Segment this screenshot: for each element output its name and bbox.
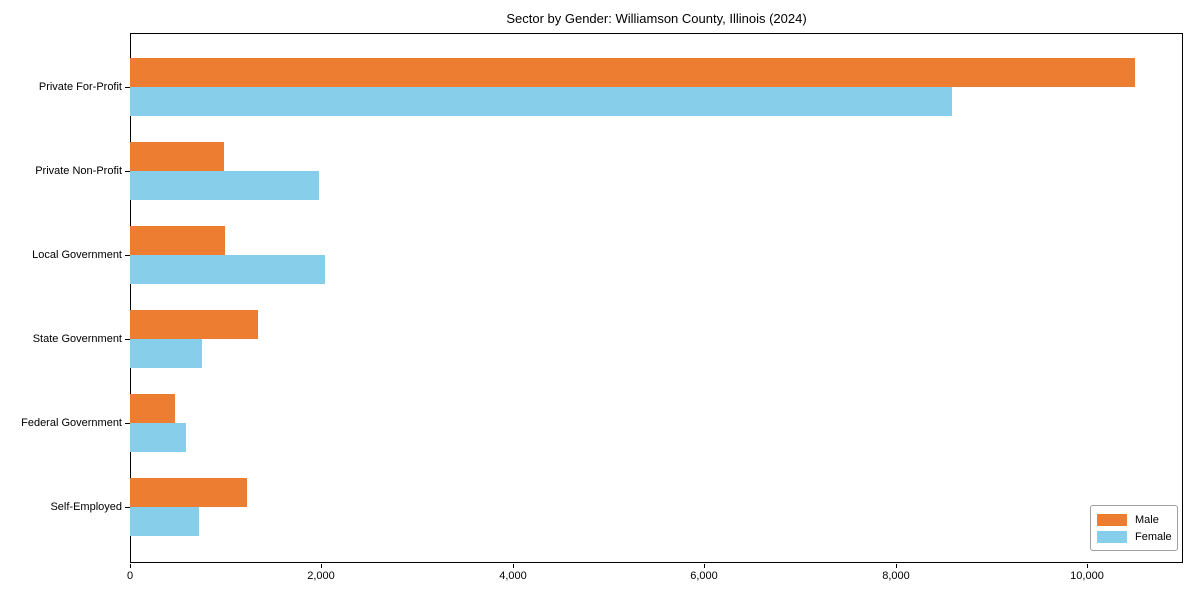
y-label-0: Private For-Profit (38, 81, 122, 93)
y-tick-3 (125, 339, 130, 340)
bar-female-5 (130, 507, 199, 536)
bar-female-0 (130, 87, 952, 116)
x-tick-5 (1087, 564, 1088, 568)
x-tick-1 (321, 564, 322, 568)
y-tick-2 (125, 255, 130, 256)
x-tick-3 (704, 564, 705, 568)
bar-male-3 (130, 310, 258, 339)
x-label-2: 4,000 (499, 570, 527, 582)
y-label-3: State Government (32, 333, 122, 345)
y-tick-5 (125, 507, 130, 508)
y-tick-4 (125, 423, 130, 424)
male-legend-swatch (1097, 513, 1127, 526)
x-tick-0 (130, 564, 131, 568)
x-label-4: 8,000 (882, 570, 910, 582)
x-label-0: 0 (126, 570, 134, 582)
chart-title: Sector by Gender: Williamson County, Ill… (506, 11, 807, 26)
female-legend-label: Female (1135, 530, 1172, 543)
bar-female-2 (130, 255, 325, 284)
bar-male-2 (130, 226, 225, 255)
x-tick-4 (896, 564, 897, 568)
legend-entry-female: Female (1097, 528, 1172, 545)
y-label-5: Self-Employed (50, 501, 122, 513)
bar-male-5 (130, 478, 247, 507)
bar-female-1 (130, 171, 319, 200)
legend-entry-male: Male (1097, 511, 1171, 528)
y-label-2: Local Government (32, 249, 122, 261)
y-label-1: Private Non-Profit (35, 165, 122, 177)
legend: Male Female (1090, 505, 1178, 551)
x-label-1: 2,000 (307, 570, 335, 582)
bar-female-3 (130, 339, 202, 368)
bar-male-1 (130, 142, 224, 171)
male-legend-label: Male (1135, 513, 1159, 526)
x-label-5: 10,000 (1070, 570, 1104, 582)
bar-male-0 (130, 58, 1135, 87)
bar-male-4 (130, 394, 175, 423)
female-legend-swatch (1097, 530, 1127, 543)
y-label-4: Federal Government (21, 417, 122, 429)
plot-area (130, 33, 1183, 563)
y-tick-0 (125, 87, 130, 88)
y-tick-1 (125, 171, 130, 172)
x-tick-2 (513, 564, 514, 568)
x-label-3: 6,000 (690, 570, 718, 582)
bar-female-4 (130, 423, 186, 452)
